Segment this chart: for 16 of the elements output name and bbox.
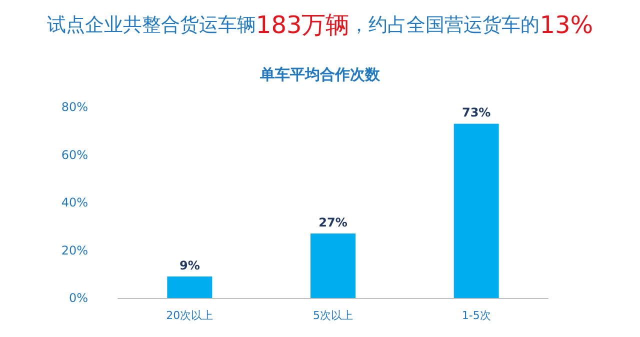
bar: [310, 234, 356, 298]
chart-title: 试点企业共整合货运车辆183万辆，约占全国营运货车的13%: [46, 11, 594, 39]
x-tick-label: 20次以上: [166, 309, 214, 322]
y-tick-label: 40%: [61, 196, 88, 210]
bar: [454, 124, 499, 298]
x-tick-label: 1-5次: [462, 309, 491, 322]
y-tick-label: 0%: [68, 291, 88, 305]
bar: [167, 276, 212, 298]
y-tick-label: 80%: [61, 100, 88, 114]
x-tick-label: 5次以上: [313, 309, 353, 322]
chart-subtitle: 单车平均合作次数: [259, 66, 381, 84]
data-label: 27%: [318, 216, 348, 230]
y-tick-label: 20%: [61, 243, 88, 258]
data-label: 73%: [462, 106, 491, 120]
y-tick-label: 60%: [61, 148, 88, 162]
data-label: 9%: [179, 258, 200, 273]
